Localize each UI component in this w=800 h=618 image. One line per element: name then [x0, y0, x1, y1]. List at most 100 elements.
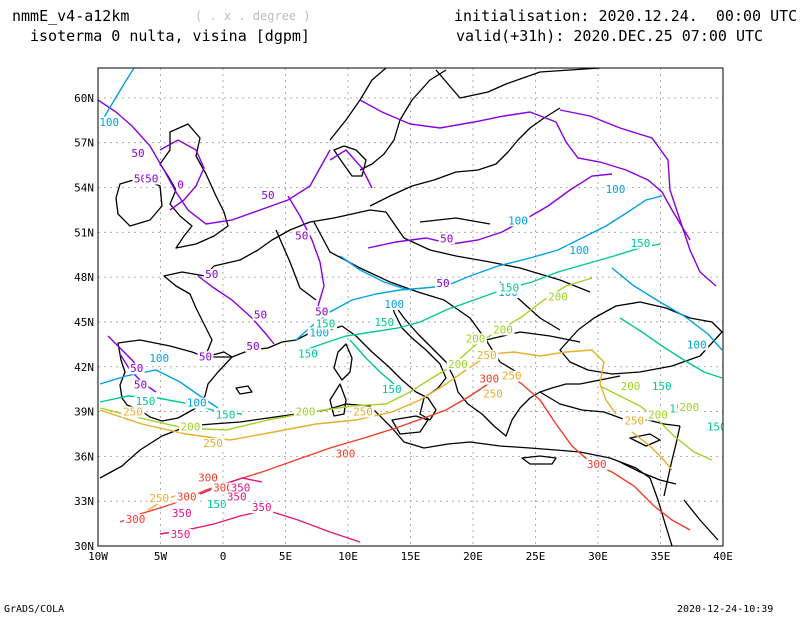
contour-label-bg [464, 333, 487, 345]
crete [521, 455, 557, 465]
contour-label-bg [179, 421, 202, 433]
contour-label: 200 [621, 380, 641, 393]
lon-tick-label: 15E [401, 550, 421, 563]
contour-label-bg [380, 384, 404, 396]
contour-label-bg [214, 409, 237, 421]
contour-label-bg [170, 508, 194, 520]
contour-label: 350 [171, 528, 191, 541]
contour-label-bg [475, 349, 499, 361]
lat-tick-label: 57N [74, 137, 94, 150]
contour-label-bg [506, 215, 530, 227]
contour-label: 250 [203, 437, 223, 450]
contour-label: 100 [384, 298, 404, 311]
contour-label-bg [334, 448, 357, 460]
contour-label: 300 [587, 458, 607, 471]
black-sea-coast [559, 301, 723, 375]
contour-label: 200 [448, 358, 468, 371]
contour-label: 100 [149, 352, 169, 365]
contour-label: 200 [548, 291, 568, 304]
contour-label-bg [677, 402, 701, 414]
contour-label-bg [205, 499, 229, 511]
contour-label-bg [245, 340, 261, 352]
contour-label: 50 [436, 277, 449, 290]
contour-label: 50 [134, 379, 147, 392]
contour-label: 150 [652, 380, 672, 393]
contour-label-bg [132, 379, 149, 391]
contour-label-bg [477, 373, 501, 385]
contour-label-bg [296, 348, 320, 360]
contour-label-bg [203, 269, 220, 281]
valid-time: valid(+31h): 2020.DEC.25 07:00 UTC [456, 27, 764, 45]
contour-150 [99, 243, 723, 415]
model-name: nmmE_v4-a12km [12, 7, 130, 25]
contour-label-bg [646, 409, 670, 421]
contour-label: 200 [679, 401, 699, 414]
contour-label-bg [351, 406, 375, 418]
contour-label: 350 [231, 482, 251, 495]
contour-label-bg [124, 514, 147, 526]
contour-label: 50 [199, 350, 212, 363]
contour-label-bg [197, 351, 214, 363]
contour-label-bg [500, 370, 524, 382]
contour-label: 250 [483, 388, 503, 401]
lat-tick-label: 42N [74, 361, 94, 374]
contour-label: 350 [252, 501, 272, 514]
contour-label-bg [225, 491, 249, 503]
contour-label: 50 [131, 147, 144, 160]
lat-tick-label: 45N [74, 316, 94, 329]
contour-label: 200 [181, 420, 201, 433]
contour-label: 150 [298, 347, 318, 360]
contour-label-bg [250, 502, 274, 514]
contour-label-bg [622, 415, 646, 427]
contour-50-north [98, 99, 691, 241]
contour-label-bg [143, 173, 160, 185]
contour-label: 100 [508, 214, 528, 227]
lat-tick-label: 39N [74, 406, 94, 419]
contour-label: 50 [440, 232, 453, 245]
contour-label: 50 [261, 189, 274, 202]
contour-label: 150 [216, 409, 236, 422]
contour-label: 50 [254, 308, 267, 321]
contour-label-bg [252, 309, 269, 321]
contour-label-bg [491, 324, 515, 336]
map-frame [97, 67, 724, 547]
lon-tick-label: 20E [463, 550, 483, 563]
contour-label-bg [147, 493, 171, 505]
contour-label: 250 [353, 406, 373, 419]
contour-label-bg [130, 148, 146, 160]
levant-coast [663, 425, 681, 497]
contour-50-central [197, 173, 613, 345]
contour-label: 250 [123, 406, 143, 419]
contour-label-bg [294, 406, 317, 418]
lon-tick-label: 5E [279, 550, 292, 563]
sicily [391, 415, 429, 435]
contour-label: 300 [198, 471, 218, 484]
contour-label-bg [546, 291, 570, 303]
contour-label-bg [629, 237, 652, 249]
contour-label-bg [567, 245, 591, 257]
contour-label: 50 [246, 340, 259, 353]
lat-tick-label: 30N [74, 540, 94, 553]
contour-label: 150 [316, 317, 336, 330]
contour-label: 50 [130, 362, 143, 375]
lon-tick-label: 5W [154, 550, 168, 563]
contour-label-bg [585, 458, 609, 470]
contour-label: 250 [477, 349, 497, 362]
contour-label-bg [132, 173, 149, 185]
contour-label-bg [650, 381, 674, 393]
contour-label: 150 [707, 420, 727, 433]
contour-label-bg [260, 189, 276, 201]
contour-label-bg [497, 282, 521, 294]
contour-label-bg [314, 318, 337, 330]
france-coast [163, 209, 387, 358]
contour-label-bg [435, 278, 451, 290]
contour-label: 200 [466, 332, 486, 345]
contour-label-bg [382, 299, 406, 310]
contour-label: 100 [99, 116, 119, 129]
contour-label-bg [481, 388, 505, 400]
contour-label-bg [98, 116, 121, 128]
contour-label: 250 [149, 492, 169, 505]
denmark-coast [333, 145, 367, 177]
